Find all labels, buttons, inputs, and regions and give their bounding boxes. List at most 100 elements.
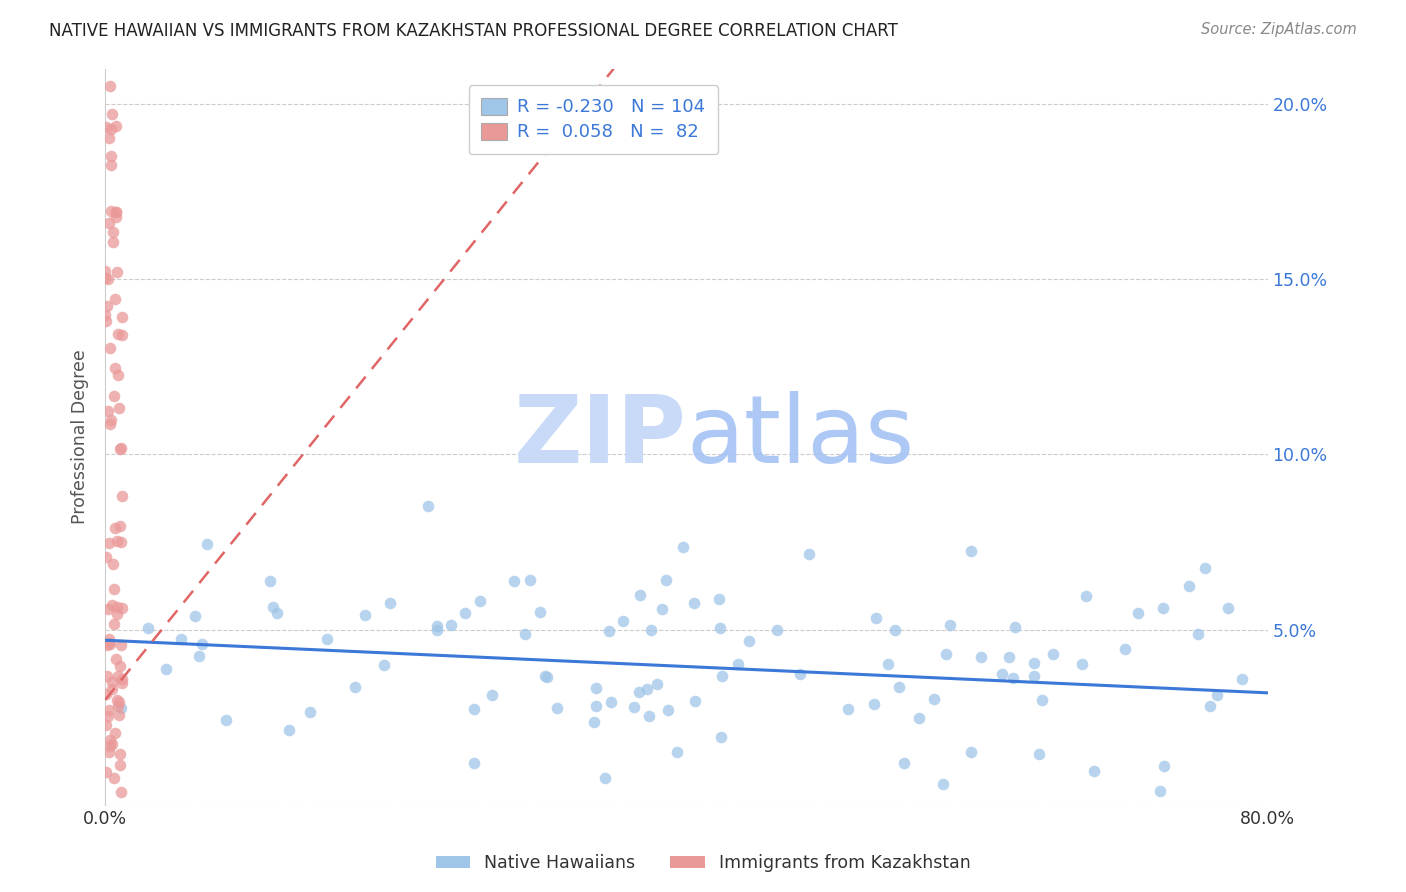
Point — [101, 681, 124, 696]
Point — [188, 649, 211, 664]
Point — [94, 718, 117, 732]
Point — [316, 632, 339, 647]
Point — [101, 235, 124, 250]
Point — [100, 158, 122, 172]
Point — [97, 709, 120, 723]
Point — [463, 756, 485, 771]
Point — [628, 588, 651, 602]
Point — [710, 669, 733, 683]
Point — [998, 650, 1021, 665]
Point — [710, 730, 733, 744]
Point — [100, 204, 122, 219]
Point — [195, 537, 218, 551]
Point — [94, 271, 117, 285]
Text: NATIVE HAWAIIAN VS IMMIGRANTS FROM KAZAKHSTAN PROFESSIONAL DEGREE CORRELATION CH: NATIVE HAWAIIAN VS IMMIGRANTS FROM KAZAK… — [49, 22, 898, 40]
Point — [534, 668, 557, 682]
Point — [1022, 669, 1045, 683]
Point — [876, 657, 898, 671]
Point — [585, 698, 607, 713]
Point — [599, 695, 621, 709]
Point — [110, 701, 132, 715]
Point — [104, 120, 127, 134]
Point — [107, 327, 129, 342]
Point — [470, 594, 492, 608]
Point — [463, 702, 485, 716]
Point — [111, 600, 134, 615]
Point — [96, 638, 118, 652]
Point — [1031, 693, 1053, 707]
Point — [657, 704, 679, 718]
Point — [108, 518, 131, 533]
Point — [184, 609, 207, 624]
Point — [1187, 627, 1209, 641]
Point — [738, 634, 761, 648]
Point — [98, 745, 121, 759]
Point — [104, 205, 127, 219]
Point — [100, 413, 122, 427]
Point — [1153, 759, 1175, 773]
Point — [97, 272, 120, 286]
Point — [1024, 656, 1046, 670]
Point — [110, 757, 132, 772]
Point — [1205, 688, 1227, 702]
Point — [98, 637, 121, 651]
Point — [105, 652, 128, 666]
Point — [1216, 601, 1239, 615]
Point — [103, 582, 125, 596]
Text: ZIP: ZIP — [513, 391, 686, 483]
Point — [111, 676, 134, 690]
Point — [1070, 657, 1092, 671]
Point — [1114, 642, 1136, 657]
Point — [453, 606, 475, 620]
Point — [612, 614, 634, 628]
Point — [1232, 672, 1254, 686]
Point — [98, 536, 121, 550]
Point — [107, 699, 129, 714]
Point — [513, 627, 536, 641]
Point — [519, 573, 541, 587]
Point — [96, 299, 118, 313]
Point — [934, 647, 956, 661]
Point — [98, 78, 121, 93]
Point — [104, 726, 127, 740]
Point — [598, 624, 620, 639]
Point — [96, 669, 118, 683]
Point — [101, 107, 124, 121]
Point — [101, 557, 124, 571]
Point — [105, 693, 128, 707]
Point — [107, 401, 129, 415]
Point — [939, 617, 962, 632]
Point — [655, 573, 678, 587]
Point — [1004, 620, 1026, 634]
Point — [666, 745, 689, 759]
Point — [991, 667, 1014, 681]
Point — [96, 688, 118, 702]
Point — [259, 574, 281, 588]
Point — [582, 715, 605, 730]
Point — [908, 711, 931, 725]
Point — [481, 688, 503, 702]
Point — [682, 596, 704, 610]
Point — [960, 543, 983, 558]
Point — [110, 534, 132, 549]
Point — [103, 389, 125, 403]
Point — [108, 707, 131, 722]
Point — [627, 685, 650, 699]
Point — [214, 713, 236, 727]
Point — [110, 785, 132, 799]
Point — [105, 265, 128, 279]
Point — [799, 547, 821, 561]
Point — [103, 617, 125, 632]
Point — [922, 692, 945, 706]
Point — [959, 746, 981, 760]
Point — [98, 703, 121, 717]
Point — [1042, 647, 1064, 661]
Point — [889, 680, 911, 694]
Point — [353, 608, 375, 623]
Point — [709, 621, 731, 635]
Point — [104, 210, 127, 224]
Point — [110, 442, 132, 457]
Point — [970, 649, 993, 664]
Point — [1177, 579, 1199, 593]
Point — [766, 624, 789, 638]
